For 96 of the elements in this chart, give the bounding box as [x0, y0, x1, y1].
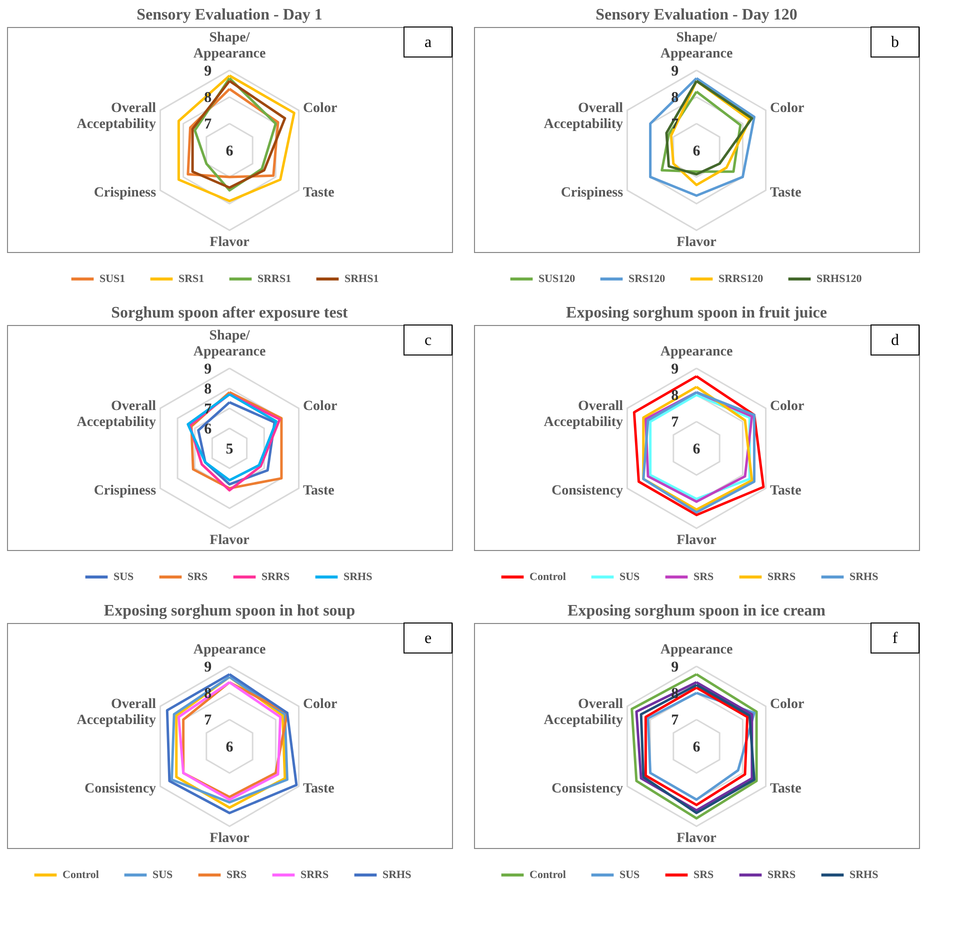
legend-label: SRRS — [768, 571, 796, 583]
legend-label: SRS — [188, 571, 208, 583]
spoke-label: Flavor — [210, 533, 250, 548]
legend-label: SRHS — [344, 571, 372, 583]
y-tick-label: 9 — [671, 361, 679, 378]
chart-title: Exposing sorghum spoon in hot soup — [104, 602, 356, 620]
spoke-label: Appearance — [660, 344, 733, 360]
spoke-label: Overall Acceptability — [76, 398, 156, 430]
spoke-label: Overall Acceptability — [76, 100, 156, 132]
text: f — [892, 630, 898, 647]
spoke-label: Shape/ Appearance — [660, 30, 733, 62]
y-tick-label: 7 — [671, 116, 680, 133]
text: e — [424, 630, 432, 647]
legend-label: SUS120 — [538, 273, 576, 285]
spoke-label: Color — [770, 696, 804, 712]
spoke-label: Flavor — [676, 235, 716, 250]
y-tick-label: 6 — [226, 739, 234, 756]
y-tick-label: 9 — [671, 63, 679, 80]
spoke-label: Flavor — [210, 831, 250, 846]
y-tick-label: 8 — [204, 381, 212, 398]
legend-label: SRS1 — [178, 273, 204, 285]
y-tick-label: 7 — [204, 116, 212, 133]
y-tick-label: 5 — [226, 441, 234, 458]
legend-label: SRS120 — [628, 273, 666, 285]
legend-label: SUS — [114, 571, 134, 583]
legend-label: SUS — [620, 869, 640, 881]
legend-label: SRS — [226, 869, 247, 881]
y-tick-label: 7 — [671, 414, 680, 431]
spoke-label: Taste — [770, 782, 802, 797]
text: d — [891, 332, 899, 349]
spoke-label: Color — [302, 696, 338, 712]
spoke-label: Shape/ Appearance — [193, 328, 266, 360]
spoke-label: Overall Acceptability — [544, 100, 624, 132]
legend-label: SRHS — [850, 571, 878, 583]
legend-label: SRHS — [850, 869, 878, 881]
y-tick-label: 6 — [692, 143, 701, 160]
y-tick-label: 9 — [204, 63, 212, 80]
spoke-label: Overall Acceptability — [544, 398, 624, 430]
legend-label: SRRS1 — [258, 273, 292, 285]
spoke-label: Consistency — [552, 782, 624, 797]
spoke-label: Taste — [770, 484, 802, 499]
legend-label: SUS1 — [100, 273, 126, 285]
chart-title: Exposing sorghum spoon in fruit juice — [566, 304, 827, 322]
y-tick-label: 8 — [671, 686, 679, 702]
legend-label: SRHS120 — [816, 273, 862, 285]
spoke-label: Crispiness — [560, 186, 624, 201]
legend-label: SRRS120 — [718, 273, 764, 285]
legend-label: SRRS — [768, 869, 796, 881]
text: a — [424, 34, 432, 51]
legend-label: Control — [530, 571, 566, 583]
legend-label: SRRS — [262, 571, 290, 583]
y-tick-label: 7 — [671, 712, 680, 729]
spoke-label: Color — [770, 398, 804, 414]
spoke-label: Flavor — [210, 235, 250, 250]
spoke-label: Appearance — [660, 642, 733, 658]
chart-title: Sensory Evaluation - Day 120 — [596, 6, 798, 24]
y-tick-label: 6 — [692, 441, 701, 458]
spoke-label: Flavor — [676, 831, 716, 846]
spoke-label: Overall Acceptability — [544, 696, 624, 728]
legend-label: SUS — [152, 869, 173, 881]
y-tick-label: 9 — [671, 659, 679, 676]
spoke-label: Consistency — [84, 782, 156, 797]
text: c — [424, 332, 432, 349]
spoke-label: Color — [302, 100, 338, 116]
spoke-label: Shape/ Appearance — [193, 30, 266, 62]
legend-label: SUS — [620, 571, 640, 583]
y-tick-label: 9 — [204, 659, 212, 676]
spoke-label: Color — [770, 100, 804, 116]
chart-title: Exposing sorghum spoon in ice cream — [568, 602, 826, 620]
legend-label: Control — [62, 869, 99, 881]
y-tick-label: 9 — [204, 361, 212, 378]
spoke-label: Taste — [302, 484, 334, 499]
spoke-label: Taste — [770, 186, 802, 201]
spoke-label: Taste — [302, 186, 334, 201]
chart-title: Sensory Evaluation - Day 1 — [136, 6, 322, 24]
spoke-label: Color — [302, 398, 338, 414]
text: b — [891, 34, 899, 51]
spoke-label: Crispiness — [94, 484, 157, 499]
spoke-label: Flavor — [676, 533, 716, 548]
y-tick-label: 7 — [204, 712, 212, 729]
legend-label: SRHS1 — [344, 273, 379, 285]
y-tick-label: 6 — [226, 143, 234, 160]
y-tick-label: 6 — [204, 421, 212, 438]
spoke-label: Consistency — [552, 484, 624, 499]
legend-label: SRS — [694, 571, 714, 583]
spoke-label: Crispiness — [94, 186, 157, 201]
spoke-label: Overall Acceptability — [76, 696, 156, 728]
legend-label: Control — [530, 869, 566, 881]
spoke-label: Appearance — [193, 642, 266, 658]
legend-label: SRHS — [382, 869, 412, 881]
spoke-label: Taste — [302, 782, 334, 797]
y-tick-label: 7 — [204, 401, 212, 418]
y-tick-label: 6 — [692, 739, 701, 756]
legend-label: SRS — [694, 869, 714, 881]
legend-label: SRRS — [300, 869, 329, 881]
chart-title: Sorghum spoon after exposure test — [111, 304, 349, 322]
